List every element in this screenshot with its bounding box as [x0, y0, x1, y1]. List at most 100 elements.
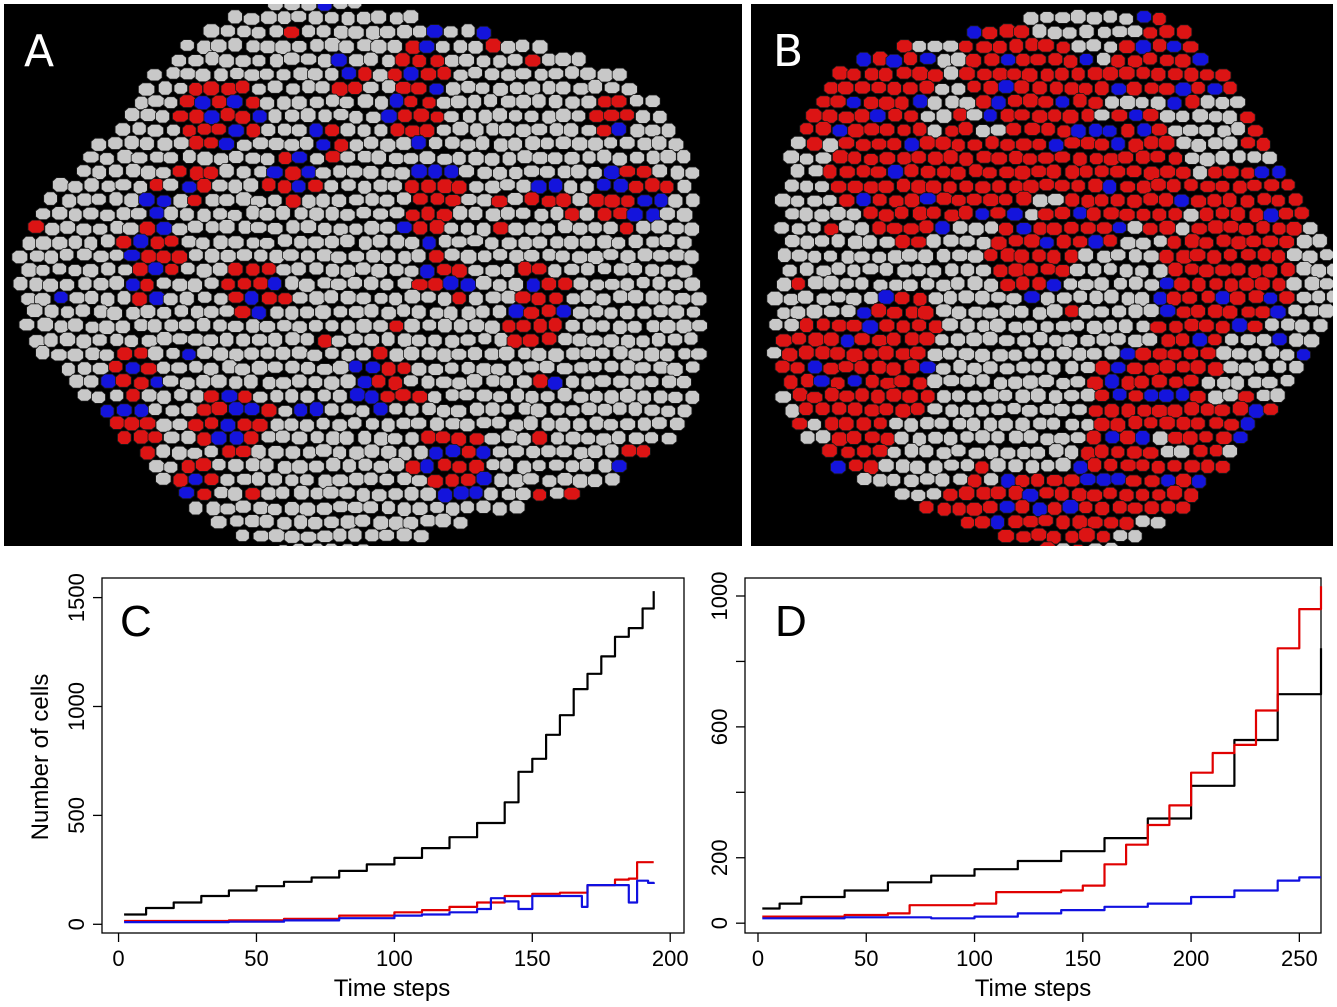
cell [1023, 290, 1041, 304]
cell [1215, 233, 1232, 248]
cell [1200, 458, 1215, 474]
cell [1182, 374, 1200, 388]
cell [856, 444, 872, 459]
cell [644, 375, 660, 388]
cell [604, 81, 621, 94]
cell [156, 331, 173, 347]
cell [975, 94, 993, 110]
cell [1054, 486, 1070, 502]
cell [612, 401, 628, 416]
cell [981, 166, 998, 179]
cell [1294, 318, 1311, 334]
cell [789, 361, 806, 375]
cell [163, 96, 179, 109]
cell [983, 248, 999, 262]
cell [226, 94, 244, 109]
cell [98, 319, 116, 335]
cell [324, 346, 340, 360]
cell [283, 138, 301, 152]
cell [1224, 277, 1239, 293]
cell [846, 96, 862, 109]
cell [196, 317, 212, 333]
cell [467, 346, 483, 361]
cell [797, 289, 814, 305]
cell [475, 135, 491, 151]
cell [354, 513, 371, 528]
cell [806, 194, 823, 208]
cell [1190, 194, 1207, 209]
cell [572, 305, 590, 320]
cell [99, 152, 115, 166]
cell [492, 221, 510, 236]
cell [397, 332, 414, 348]
cell [147, 402, 163, 416]
cell [853, 108, 871, 124]
cell [549, 122, 565, 137]
cell [130, 207, 148, 221]
cell [100, 179, 117, 193]
cell [106, 305, 123, 321]
cell [213, 67, 229, 82]
cell [1126, 445, 1143, 460]
cell [911, 66, 929, 82]
cell [1134, 514, 1151, 528]
cell [636, 165, 653, 179]
cell [853, 250, 871, 264]
cell [412, 192, 429, 206]
cell [430, 110, 445, 124]
cell [252, 109, 268, 124]
cell [434, 512, 452, 529]
cell [1079, 334, 1096, 348]
cell [1064, 164, 1080, 180]
cell [944, 403, 960, 418]
cell [138, 192, 156, 208]
cell [285, 193, 302, 209]
cell [403, 264, 420, 278]
cell [164, 263, 180, 276]
cell [210, 515, 228, 530]
cell [187, 418, 205, 432]
cell [669, 416, 686, 431]
cell [823, 81, 840, 95]
cell [218, 137, 235, 151]
cell [410, 474, 428, 487]
cell [1230, 262, 1247, 277]
cell [893, 374, 911, 388]
cell [800, 373, 816, 388]
cell [668, 248, 686, 262]
cell [1087, 96, 1104, 110]
cell [554, 135, 572, 150]
cell [467, 206, 484, 221]
cell [293, 206, 309, 221]
cell [1254, 305, 1272, 319]
cell [1151, 207, 1167, 222]
cell [1046, 303, 1064, 319]
cell [1158, 220, 1176, 236]
cell [347, 501, 365, 514]
cell [958, 151, 974, 167]
cell [419, 486, 437, 502]
cell [1015, 360, 1032, 375]
cell [187, 473, 204, 486]
cell [428, 446, 444, 461]
cell [871, 137, 888, 151]
cell [1080, 418, 1096, 432]
cell [1175, 305, 1193, 319]
cell [115, 235, 132, 250]
cell [877, 289, 895, 305]
cell [172, 472, 189, 488]
cell [1149, 320, 1167, 334]
cell [831, 290, 847, 304]
cell [285, 82, 301, 96]
cell [91, 164, 107, 180]
cell [872, 278, 889, 292]
cell [926, 205, 942, 220]
cell [1255, 389, 1272, 402]
cell [484, 264, 502, 278]
cell [952, 359, 968, 375]
cell [1023, 346, 1039, 360]
cell [114, 319, 131, 334]
cell [1216, 124, 1232, 139]
cell [1008, 234, 1024, 248]
cell [325, 430, 342, 446]
